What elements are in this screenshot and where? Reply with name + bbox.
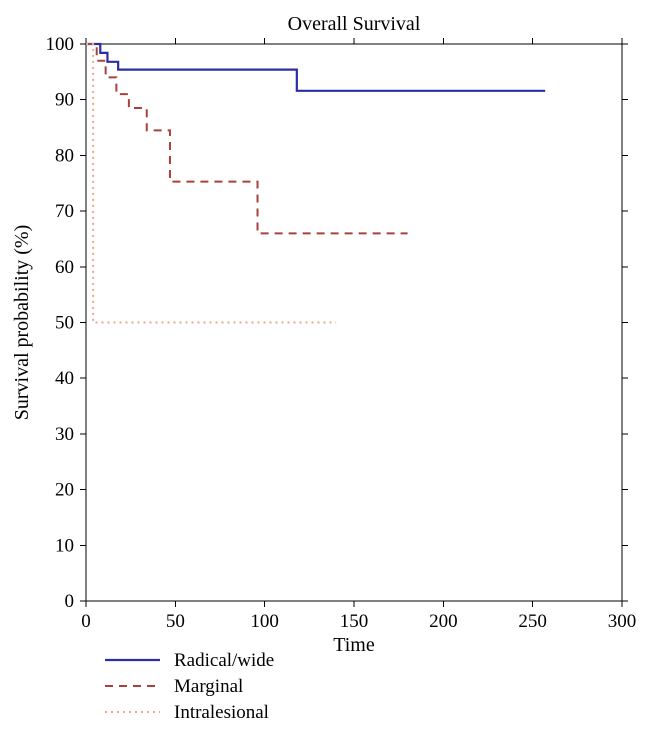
plot-background: [0, 0, 657, 743]
y-tick-label: 20: [55, 480, 74, 501]
y-tick-label: 40: [55, 368, 74, 389]
chart-container: 0 50 100 150 200 250 300 0 10 20 30 40 50 60 70 80 90 100…: [0, 0, 657, 743]
x-tick-label: 100: [250, 611, 279, 632]
x-tick-label: 200: [429, 611, 458, 632]
x-tick-label: 50: [166, 611, 185, 632]
x-tick-label: 300: [608, 611, 637, 632]
y-tick-label: 80: [55, 145, 74, 166]
x-tick-label: 0: [81, 611, 91, 632]
x-tick-label: 150: [340, 611, 369, 632]
legend-label-radical_wide: Radical/wide: [174, 650, 274, 671]
legend-label-intralesional: Intralesional: [174, 702, 269, 723]
y-tick-label: 50: [55, 313, 74, 334]
y-tick-label: 100: [46, 34, 75, 55]
y-tick-label: 0: [65, 591, 75, 612]
y-tick-label: 30: [55, 424, 74, 445]
y-tick-label: 10: [55, 535, 74, 556]
y-tick-label: 60: [55, 257, 74, 278]
y-tick-label: 90: [55, 90, 74, 111]
y-axis-label: Survival probability (%): [11, 225, 33, 421]
chart-title: Overall Survival: [288, 13, 421, 35]
legend-label-marginal: Marginal: [174, 676, 243, 697]
survival-chart: 0 50 100 150 200 250 300 0 10 20 30 40 50 60 70 80 90 100…: [0, 0, 657, 743]
y-tick-label: 70: [55, 201, 74, 222]
x-axis-label: Time: [333, 634, 375, 656]
x-tick-label: 250: [518, 611, 547, 632]
